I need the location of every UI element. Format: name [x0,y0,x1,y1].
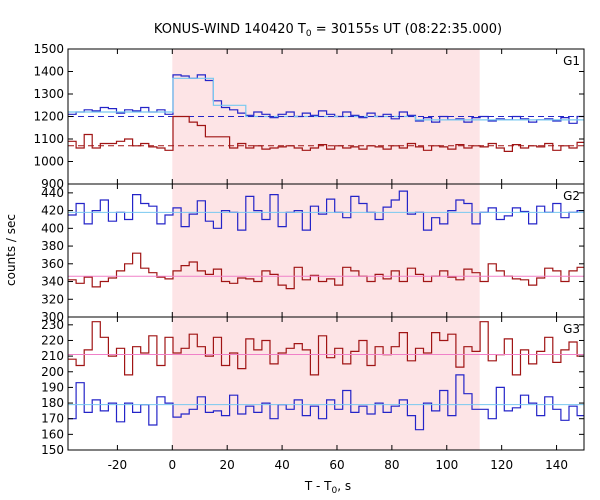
chart-title-suffix: = 30155s UT (08:22:35.000) [312,22,502,37]
y-tick-label: 320 [41,292,64,306]
y-tick-label: 1100 [33,132,64,146]
y-tick-label: 160 [41,427,64,441]
y-tick-label: 200 [41,365,64,379]
y-tick-label: 190 [41,380,64,394]
panel-label-g1: G1 [563,54,580,68]
x-axis-label-subscript: 0 [332,486,338,496]
y-tick-label: 170 [41,412,64,426]
y-tick-label: 230 [41,318,64,332]
x-axis-label: T - T0, s [304,479,351,496]
y-tick-label: 300 [41,310,64,324]
panel-label-g2: G2 [563,189,580,203]
x-tick-label: 0 [168,458,176,472]
y-tick-label: 180 [41,396,64,410]
chart-frames [67,48,585,451]
y-tick-label: 360 [41,257,64,271]
series-blue-step [68,374,584,431]
highlight-interval [172,49,480,450]
series-blue-step [68,190,584,231]
x-tick-label: 60 [329,458,344,472]
x-axis-label-prefix: T - T [304,479,332,493]
y-axis-label: counts / sec [4,214,18,286]
panel-label-g3: G3 [563,322,580,336]
y-tick-label: 1500 [33,42,64,56]
chart-background [172,49,480,450]
x-tick-label: 20 [220,458,235,472]
x-tick-label: -20 [108,458,128,472]
series-red-step [68,321,584,376]
x-tick-label: 140 [545,458,568,472]
chart-text-layer: KONUS-WIND 140420 T0 = 30155s UT (08:22:… [4,22,580,496]
y-tick-label: 420 [41,204,64,218]
chart-title: KONUS-WIND 140420 T0 = 30155s UT (08:22:… [154,22,502,39]
chart-title-prefix: KONUS-WIND 140420 T [154,22,306,37]
series-red-step [68,115,584,152]
x-tick-label: 80 [384,458,399,472]
y-tick-label: 1000 [33,155,64,169]
y-tick-label: 900 [41,177,64,191]
y-tick-label: 380 [41,239,64,253]
y-tick-label: 340 [41,275,64,289]
x-tick-label: 100 [435,458,458,472]
y-tick-label: 150 [41,443,64,457]
x-tick-label: 120 [490,458,513,472]
chart-series-layer [68,74,584,431]
chart-title-subscript: 0 [306,29,312,39]
x-tick-label: 40 [274,458,289,472]
y-tick-label: 400 [41,221,64,235]
y-tick-label: 1300 [33,87,64,101]
y-tick-label: 220 [41,333,64,347]
y-tick-label: 210 [41,349,64,363]
y-tick-label: 1400 [33,65,64,79]
panel-frame-g3 [67,316,585,451]
series-red-step [68,252,584,290]
y-tick-label: 1200 [33,110,64,124]
x-axis-label-suffix: , s [337,479,351,493]
y-tick-label: 440 [41,186,64,200]
